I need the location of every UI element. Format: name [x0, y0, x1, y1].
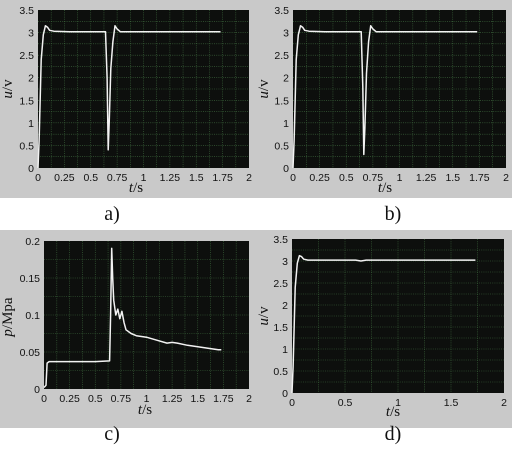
y-tick-label: 0.1 — [25, 310, 40, 322]
x-axis-label: t/s — [378, 180, 392, 196]
x-axis-label: t/s — [386, 404, 400, 420]
y-tick-label: 2.5 — [273, 278, 288, 290]
x-tick-label: 1.25 — [162, 393, 183, 405]
y-tick-label: 0.2 — [25, 236, 40, 248]
x-tick-label: 0 — [41, 393, 47, 405]
y-tick-label: 0 — [282, 388, 288, 400]
x-tick-label: 1 — [141, 172, 147, 184]
x-tick-label: 0.75 — [107, 172, 128, 184]
x-tick-label: 0 — [35, 172, 41, 184]
x-tick-label: 1.5 — [189, 172, 204, 184]
y-tick-label: 1 — [283, 118, 289, 130]
y-tick-label: 3.5 — [274, 5, 289, 17]
x-tick-label: 0.5 — [339, 172, 354, 184]
y-tick-label: 2.5 — [274, 50, 289, 62]
x-tick-label: 0.25 — [309, 172, 330, 184]
x-tick-label: 1.5 — [445, 172, 460, 184]
y-tick-label: 0.5 — [274, 140, 289, 152]
y-tick-label: 1.5 — [274, 95, 289, 107]
x-tick-label: 0 — [289, 397, 295, 409]
x-tick-label: 0.25 — [59, 393, 80, 405]
x-tick-label: 2 — [501, 397, 507, 409]
x-tick-label: 0.25 — [54, 172, 75, 184]
y-tick-label: 3.5 — [19, 5, 34, 17]
plot-area-a — [38, 10, 249, 168]
y-axis-label: u/v — [256, 306, 272, 326]
y-tick-label: 0 — [34, 384, 40, 396]
y-tick-label: 1.5 — [19, 95, 34, 107]
panel-caption-a: a) — [104, 203, 120, 225]
y-tick-label: 0 — [283, 163, 289, 175]
y-tick-label: 2 — [282, 300, 288, 312]
chart-panel-d: 0 0.5 1 1.5 2 0 0.5 1 1.5 2 2.5 3 3.5 t/s u/v d) — [256, 230, 512, 445]
panel-caption-c: c) — [104, 423, 120, 445]
x-tick-label: 2 — [246, 393, 252, 405]
y-tick-label: 3.5 — [273, 234, 288, 246]
panel-caption-d: d) — [385, 423, 402, 445]
y-tick-label: 3 — [282, 256, 288, 268]
x-tick-label: 0.5 — [338, 397, 353, 409]
x-tick-label: 1.75 — [213, 393, 234, 405]
y-tick-label: 0.05 — [20, 347, 41, 359]
x-tick-label: 1 — [144, 393, 150, 405]
y-tick-label: 0.5 — [273, 366, 288, 378]
y-tick-label: 3 — [283, 28, 289, 40]
x-tick-label: 0.5 — [88, 393, 103, 405]
series-line-d — [291, 254, 476, 394]
x-tick-label: 1.25 — [416, 172, 437, 184]
x-tick-label: 2 — [503, 172, 509, 184]
y-tick-label: 1.5 — [273, 322, 288, 334]
x-axis-label: t/s — [138, 402, 152, 418]
y-tick-label: 2.5 — [19, 50, 34, 62]
series-line-c — [43, 247, 222, 389]
y-tick-label: 3 — [28, 28, 34, 40]
y-tick-label: 0.5 — [19, 140, 34, 152]
y-tick-label: 2 — [28, 73, 34, 85]
x-tick-label: 1.75 — [212, 172, 233, 184]
x-tick-label: 2 — [246, 172, 252, 184]
chart-panel-a: 0 0.25 0.5 0.75 1 1.25 1.5 1.75 2 0 0.5 1 1.5 2 2.5 3 3.… — [0, 0, 257, 225]
y-tick-label: 0 — [28, 163, 34, 175]
x-tick-label: 0.75 — [111, 393, 132, 405]
x-tick-label: 1.25 — [160, 172, 181, 184]
y-tick-label: 1 — [282, 344, 288, 356]
x-tick-label: 0.75 — [363, 172, 384, 184]
series-line-b — [292, 25, 478, 169]
y-tick-label: 1 — [28, 118, 34, 130]
series-line-a — [37, 25, 221, 169]
y-tick-label: 0.15 — [20, 273, 41, 285]
panel-caption-b: b) — [385, 203, 402, 225]
x-axis-label: t/s — [129, 180, 143, 196]
x-tick-label: 1.5 — [444, 397, 459, 409]
y-axis-label: u/v — [0, 79, 16, 99]
y-axis-label: u/v — [256, 79, 272, 99]
y-axis-label: p/Mpa — [0, 297, 16, 338]
x-tick-label: 1.75 — [469, 172, 490, 184]
chart-panel-b: 0 0.25 0.5 0.75 1 1.25 1.5 1.75 2 0 0.5 1 1.5 2 2.5 3 3.… — [256, 0, 512, 225]
y-tick-label: 2 — [283, 73, 289, 85]
x-tick-label: 1.5 — [190, 393, 205, 405]
x-tick-label: 1 — [397, 172, 403, 184]
chart-panel-c: 0 0.25 0.5 0.75 1 1.25 1.5 1.75 2 0 0.05 0.1 0.15 0.2… — [0, 230, 257, 445]
x-tick-label: 1 — [395, 397, 401, 409]
x-tick-label: 0 — [290, 172, 296, 184]
x-tick-label: 0.5 — [83, 172, 98, 184]
